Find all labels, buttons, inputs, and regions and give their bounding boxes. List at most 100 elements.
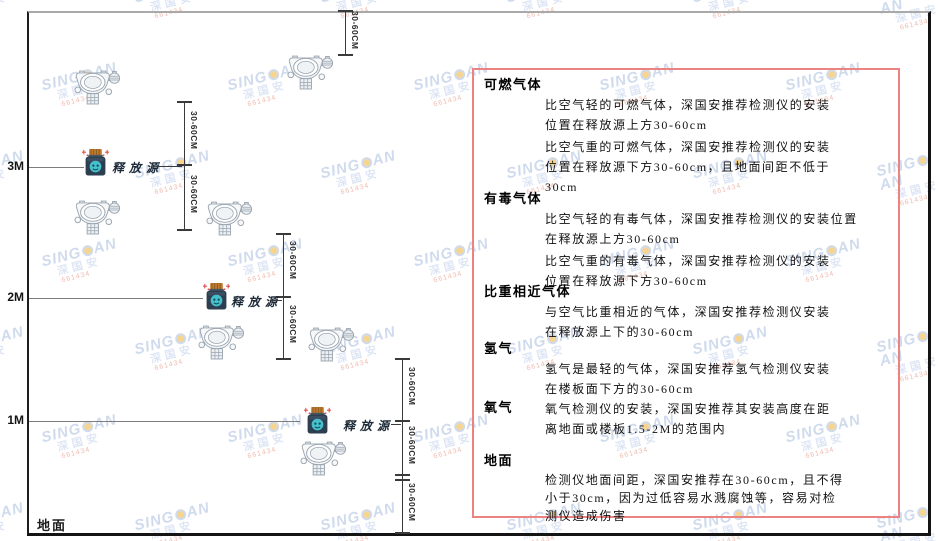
gas-detector <box>287 54 334 92</box>
watermark-sub-text: 661434 <box>0 526 30 541</box>
section-paragraph: 比空气轻的有毒气体，深国安推荐检测仪的安装位置 在释放源上方30-60cm <box>545 209 890 249</box>
panel-section: 氢气氢气是最轻的气体，深国安推荐氢气检测仪安装 在楼板面下方的30-60cm <box>484 340 890 399</box>
section-heading: 地面 <box>484 453 514 468</box>
paragraph-line: 位置在释放源上方30-60cm <box>545 118 708 132</box>
paragraph-line: 氢气是最轻的气体，深国安推荐氢气检测仪安装 <box>545 362 831 376</box>
dimension-tick <box>276 358 291 360</box>
section-paragraph: 检测仪地面间距，深国安推荐在30-60cm，且不得 小于30cm，因为过低容易水溅… <box>545 471 890 525</box>
paragraph-line: 30cm <box>545 180 579 194</box>
paragraph-line: 与空气比重相近的气体，深国安推荐检测仪安装 <box>545 305 831 319</box>
source-connector-line <box>156 166 182 167</box>
paragraph-line: 小于30cm，因为过低容易水溅腐蚀等，容易对检 <box>545 491 837 505</box>
dimension-tick <box>395 474 410 476</box>
source-connector-line <box>391 424 401 425</box>
section-heading: 可燃气体 <box>484 77 543 92</box>
level-line-2m <box>29 298 203 299</box>
dimension-tick <box>177 101 192 103</box>
dimension-tick <box>395 420 410 422</box>
paragraph-line: 在释放源上方30-60cm <box>545 232 681 246</box>
paragraph-line: 测仪造成伤害 <box>545 509 627 523</box>
diagram-frame <box>27 11 931 536</box>
dimension-tick <box>338 10 353 12</box>
gas-detector-icon <box>74 70 121 105</box>
panel-section: 氧气 氧气检测仪的安装，深国安推荐其安装高度在距 离地面或楼板1.5-2M的范围内 <box>484 399 890 439</box>
dimension-label: 30-60CM <box>407 367 417 406</box>
paragraph-line: 比空气重的有毒气体，深国安推荐检测仪的安装 <box>545 254 831 268</box>
watermark-brand-text: SINGAN <box>319 0 397 6</box>
axis-label-2m: 2M <box>7 290 24 304</box>
watermark-brand-text: SINGAN <box>505 0 583 6</box>
dimension-line <box>402 359 403 533</box>
panel-section: 比重相近气体与空气比重相近的气体，深国安推荐检测仪安装 在释放源上下的30-60c… <box>484 283 890 342</box>
gas-detector-icon <box>206 201 253 236</box>
gas-detector <box>198 324 245 362</box>
dimension-line <box>184 102 185 230</box>
release-source <box>202 281 231 312</box>
dimension-tick <box>395 358 410 360</box>
level-line-3m <box>29 167 84 168</box>
ground-label: 地面 <box>37 518 68 533</box>
panel-section: 有毒气体 比空气轻的有毒气体，深国安推荐检测仪的安装位置 在释放源上方30-60cm… <box>484 190 890 291</box>
watermark-sub-text: 661434 <box>0 350 30 376</box>
section-heading: 氧气 <box>484 400 514 415</box>
gas-detector <box>74 199 121 237</box>
release-source-icon <box>303 407 332 434</box>
gas-detector-icon <box>300 441 347 476</box>
watermark-cn-text: 深国安 <box>0 343 10 366</box>
release-source-label: 释放源 <box>231 295 283 309</box>
section-paragraph: 氢气是最轻的气体，深国安推荐氢气检测仪安装 在楼板面下方的30-60cm <box>545 359 890 399</box>
paragraph-line: 氧气检测仪的安装，深国安推荐其安装高度在距 <box>545 402 831 416</box>
release-source <box>81 147 110 178</box>
paragraph-line: 比空气重的可燃气体，深国安推荐检测仪的安装 <box>545 140 831 154</box>
gas-detector <box>206 200 253 238</box>
info-panel: 可燃气体 比空气轻的可燃气体，深国安推荐检测仪的安装 位置在释放源上方30-60cm… <box>472 68 900 523</box>
source-connector-line <box>270 300 282 301</box>
section-paragraph: 氧气检测仪的安装，深国安推荐其安装高度在距 离地面或楼板1.5-2M的范围内 <box>545 399 890 439</box>
dimension-label: 30-60CM <box>189 175 199 214</box>
gas-detector-icon <box>74 200 121 235</box>
dimension-tick <box>276 233 291 235</box>
gas-detector-icon <box>287 55 334 90</box>
gas-detector <box>300 440 347 478</box>
release-source-label: 释放源 <box>343 419 395 433</box>
release-source-icon <box>202 283 231 310</box>
paragraph-line: 比空气轻的有毒气体，深国安推荐检测仪的安装位置 <box>545 212 858 226</box>
watermark-cn-text: 深国安 <box>0 519 10 541</box>
dimension-line <box>345 11 346 55</box>
level-line-1m <box>29 421 300 422</box>
release-source <box>303 405 332 436</box>
release-source-label: 释放源 <box>112 161 164 175</box>
watermark-dot-icon <box>0 507 1 521</box>
watermark-cn-text: 深国安 <box>0 0 10 14</box>
watermark-brand-text: SINGAN <box>0 0 25 5</box>
paragraph-line: 在释放源上下的30-60cm <box>545 325 695 339</box>
dimension-tick <box>177 164 192 166</box>
axis-label-3m: 3M <box>7 159 24 173</box>
gas-detector-icon <box>198 325 245 360</box>
watermark-sub-text: 661434 <box>0 174 30 200</box>
watermark-brand-text: SINGAN <box>133 0 211 6</box>
dimension-label: 30-60CM <box>288 241 298 280</box>
section-heading: 氢气 <box>484 341 514 356</box>
watermark-dot-icon <box>0 331 1 345</box>
section-heading: 有毒气体 <box>484 191 543 206</box>
paragraph-line: 位置在释放源下方30-60cm <box>545 274 708 288</box>
paragraph-line: 离地面或楼板1.5-2M的范围内 <box>545 422 727 436</box>
section-heading: 比重相近气体 <box>484 284 572 299</box>
section-paragraph: 比空气重的有毒气体，深国安推荐检测仪的安装 位置在释放源下方30-60cm <box>545 251 890 291</box>
watermark-brand-text: SINGAN <box>0 499 26 533</box>
dimension-tick <box>177 229 192 231</box>
panel-section: 可燃气体 比空气轻的可燃气体，深国安推荐检测仪的安装 位置在释放源上方30-60cm… <box>484 76 890 197</box>
section-paragraph: 与空气比重相近的气体，深国安推荐检测仪安装 在释放源上下的30-60cm <box>545 302 890 342</box>
axis-label-1m: 1M <box>7 413 24 427</box>
release-source-icon <box>81 149 110 176</box>
dimension-label: 30-60CM <box>189 111 199 150</box>
watermark-brand-text: SINGAN <box>0 323 26 357</box>
dimension-label: 30-60CM <box>288 305 298 344</box>
watermark-sub-text: 661434 <box>0 0 30 25</box>
section-paragraph: 比空气轻的可燃气体，深国安推荐检测仪的安装 位置在释放源上方30-60cm <box>545 95 890 135</box>
